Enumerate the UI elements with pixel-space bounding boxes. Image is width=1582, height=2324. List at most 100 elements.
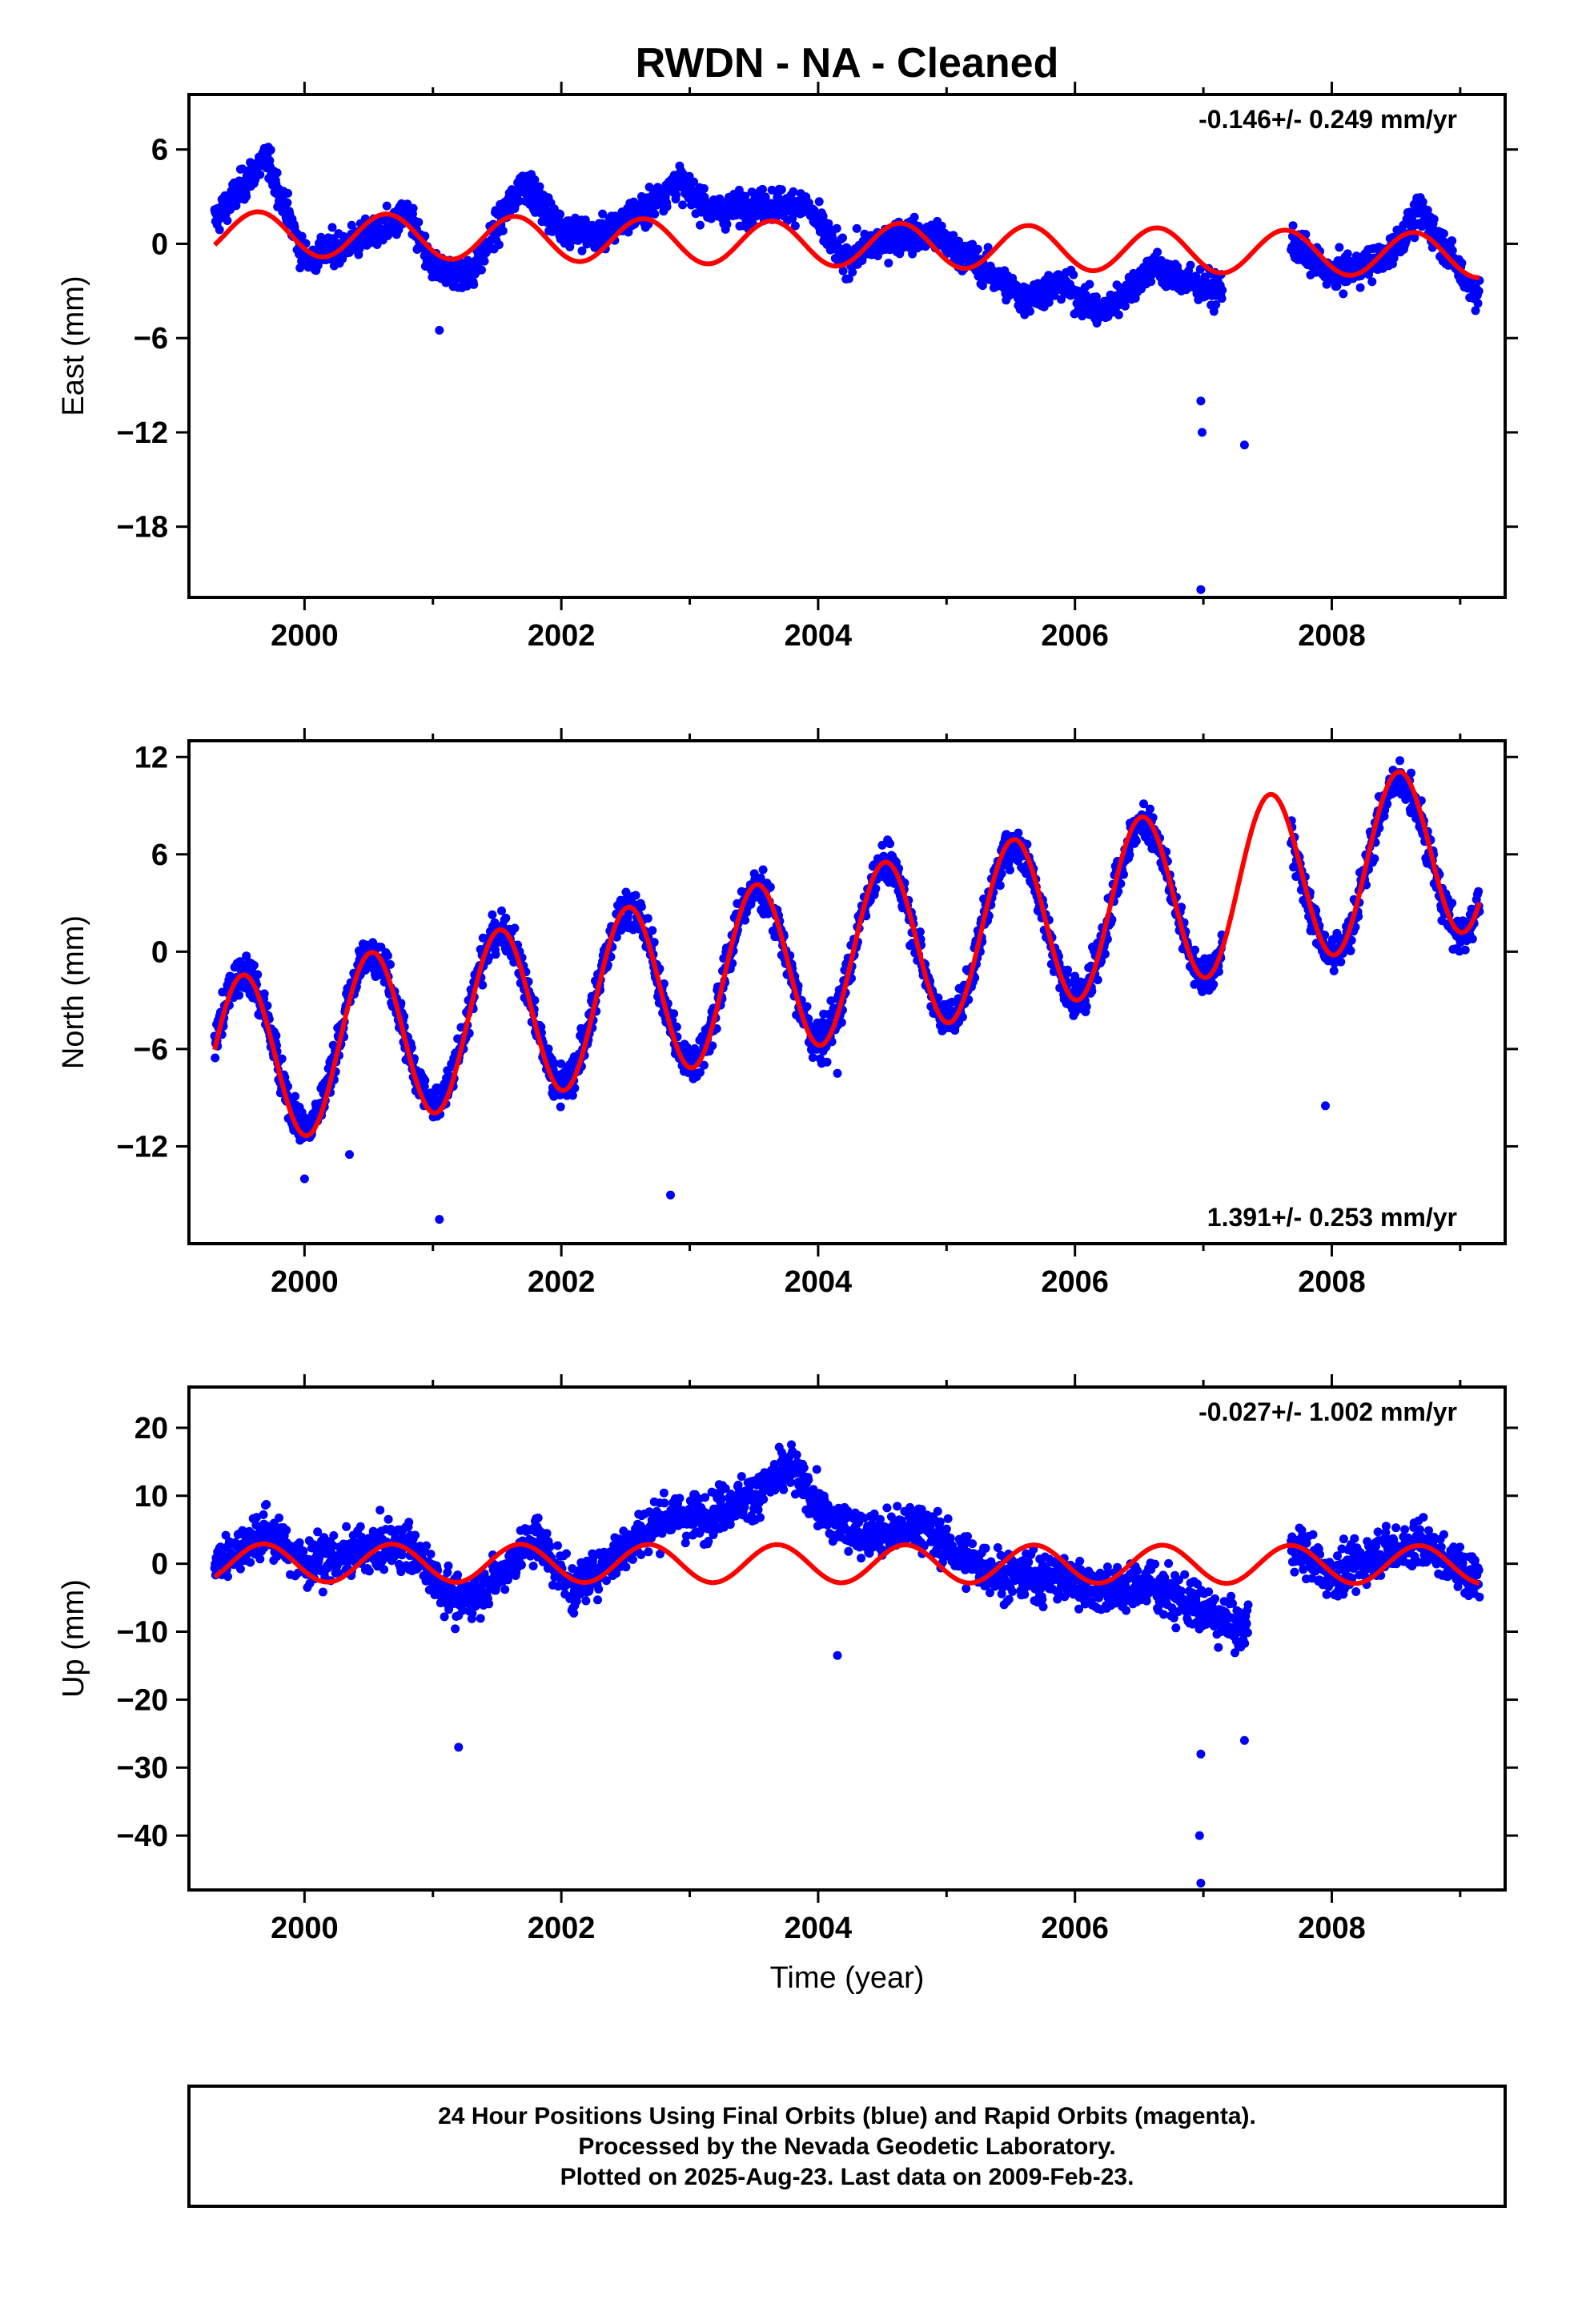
east-data-point (937, 221, 946, 231)
chart-title: RWDN - NA - Cleaned (636, 40, 1059, 86)
east-data-point (272, 168, 282, 178)
north-data-point (802, 1002, 812, 1011)
north-data-point (1395, 756, 1404, 766)
east-data-point (1120, 301, 1130, 311)
east-x-tick-label: 2006 (1041, 619, 1109, 653)
east-data-point (514, 196, 524, 206)
east-data-point (884, 259, 893, 267)
east-outlier-point (1196, 585, 1206, 594)
east-data-point (1429, 215, 1439, 224)
north-data-point (1131, 836, 1141, 846)
north-outlier-point (833, 1068, 842, 1078)
east-outlier-point (1239, 440, 1249, 450)
east-outlier-point (435, 325, 444, 335)
east-data-point (1447, 236, 1457, 246)
east-data-point (477, 265, 486, 275)
east-data-point (1057, 295, 1066, 304)
east-data-point (598, 209, 608, 219)
north-data-point (822, 1057, 832, 1067)
north-data-point (249, 960, 259, 970)
east-data-point (722, 219, 732, 229)
east-data-point (978, 281, 987, 291)
east-data-point (1153, 247, 1162, 257)
east-data-point (1191, 271, 1201, 281)
east-data-point (297, 231, 307, 241)
east-data-point (231, 201, 241, 211)
east-data-point (696, 220, 705, 230)
east-data-point (1447, 246, 1457, 255)
east-data-point (1339, 289, 1348, 299)
east-data-point (1069, 270, 1078, 279)
east-data-point (832, 223, 841, 233)
east-y-tick-label: −6 (134, 322, 168, 356)
east-data-point (556, 210, 565, 219)
north-data-point (1093, 975, 1102, 985)
north-data-point (235, 991, 244, 1000)
east-data-point (480, 256, 489, 266)
east-data-point (347, 220, 356, 230)
north-outlier-point (435, 1215, 444, 1224)
north-x-tick-label: 2008 (1298, 1265, 1366, 1299)
north-data-point (211, 1053, 220, 1063)
east-data-point (1195, 264, 1205, 274)
north-data-point (1460, 945, 1470, 955)
east-data-point (1091, 292, 1101, 302)
north-data-point (669, 1009, 679, 1019)
east-data-point (498, 226, 508, 235)
east-data-point (662, 202, 672, 211)
north-data-point (1006, 865, 1014, 875)
east-data-point (1044, 298, 1054, 308)
north-data-point (556, 1102, 565, 1112)
east-x-tick-label: 2002 (528, 619, 596, 653)
east-data-point (909, 212, 919, 222)
north-outlier-point (299, 1174, 309, 1184)
east-data-point (494, 240, 504, 250)
east-data-point (223, 216, 232, 225)
east-data-point (283, 198, 292, 207)
north-x-tick-label: 2002 (528, 1265, 596, 1299)
east-data-point (382, 201, 391, 211)
east-y-axis-title: East (mm) (57, 275, 90, 416)
north-x-tick-label: 2004 (785, 1265, 853, 1299)
north-data-point (758, 865, 768, 875)
east-data-point (741, 191, 750, 201)
east-y-tick-label: 6 (151, 134, 168, 167)
east-data-point (1026, 307, 1034, 316)
east-data-point (777, 185, 786, 195)
east-x-tick-label: 2004 (785, 619, 853, 653)
east-data-point (238, 164, 247, 174)
east-data-point (1085, 279, 1094, 289)
north-data-point (643, 914, 652, 923)
east-data-point (266, 145, 275, 155)
north-data-point (253, 970, 263, 979)
north-data-point (631, 891, 640, 900)
north-data-point (1014, 828, 1023, 838)
east-data-point (355, 244, 364, 254)
east-data-point (983, 243, 993, 252)
north-data-point (808, 1053, 817, 1062)
north-data-point (478, 980, 488, 990)
east-data-point (838, 233, 847, 243)
east-y-tick-label: −12 (117, 416, 168, 450)
north-data-point (1146, 804, 1154, 814)
east-data-point (758, 184, 767, 194)
north-data-point (648, 926, 657, 935)
north-data-point (501, 913, 511, 923)
east-x-tick-label: 2000 (271, 619, 339, 653)
north-outlier-point (345, 1150, 354, 1160)
east-data-point (408, 203, 418, 213)
east-data-point (1335, 243, 1344, 252)
east-x-tick-label: 2008 (1298, 619, 1366, 653)
east-data-point (1474, 287, 1484, 296)
north-data-point (636, 902, 646, 911)
north-data-point (1447, 899, 1457, 908)
north-data-point (741, 915, 750, 925)
north-data-point (1063, 965, 1072, 975)
east-data-point (255, 170, 265, 179)
east-data-point (469, 279, 479, 289)
east-data-point (265, 156, 275, 165)
east-data-point (530, 175, 540, 184)
east-data-point (414, 218, 424, 227)
east-data-point (790, 221, 800, 231)
